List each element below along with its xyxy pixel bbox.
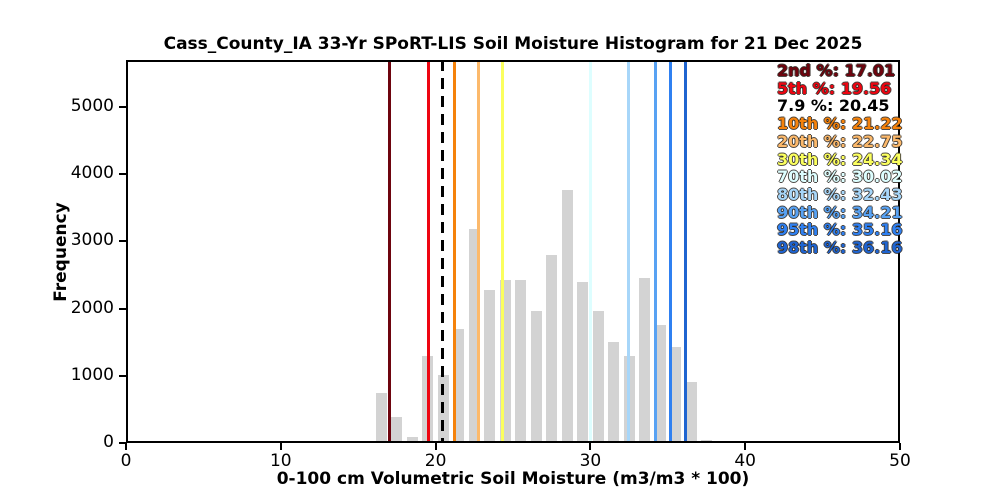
legend-entry-7.9: 7.9 %: 20.45 — [777, 96, 890, 116]
percentile-line-10th — [452, 60, 456, 443]
x-tick-label: 0 — [120, 451, 132, 471]
x-tick-mark — [434, 443, 437, 450]
histogram-bar — [577, 282, 589, 443]
histogram-bar — [654, 324, 666, 443]
legend-entry-98th: 98th %: 36.16 — [777, 238, 903, 258]
x-tick-label: 20 — [424, 451, 447, 471]
histogram-bar — [669, 347, 682, 443]
histogram-bar — [608, 341, 620, 443]
histogram-bar — [375, 393, 387, 443]
y-tick-mark — [119, 307, 126, 310]
histogram-bar — [700, 439, 713, 443]
x-tick-mark — [125, 443, 127, 450]
x-tick-mark — [279, 443, 282, 450]
x-tick-label: 10 — [269, 451, 292, 471]
x-tick-mark — [899, 443, 901, 450]
plot-area — [126, 60, 900, 443]
legend-entry-2nd: 2nd %: 17.01 — [777, 61, 896, 80]
legend-entry-80th: 80th %: 32.43 — [777, 184, 903, 204]
y-tick-label: 1000 — [70, 364, 114, 385]
legend-entry-90th: 90th %: 34.21 — [777, 202, 903, 222]
legend-entry-70th: 70th %: 30.02 — [777, 167, 903, 187]
histogram-bar — [406, 436, 418, 443]
y-tick-mark — [119, 173, 126, 176]
legend-entry-95th: 95th %: 35.16 — [777, 220, 903, 240]
histogram-bar — [592, 310, 604, 443]
x-axis-label: 0-100 cm Volumetric Soil Moisture (m3/m3… — [276, 469, 750, 489]
y-tick-label: 0 — [103, 432, 114, 452]
percentile-line-30th — [501, 60, 505, 443]
x-tick-mark — [589, 443, 592, 450]
legend-entry-20th: 20th %: 22.75 — [777, 131, 903, 151]
percentile-line-80th — [626, 60, 630, 443]
x-tick-label: 30 — [579, 451, 602, 471]
histogram-bar — [561, 189, 573, 443]
percentile-line-95th — [668, 60, 672, 443]
percentile-line-90th — [654, 60, 658, 443]
percentile-line-98th — [684, 60, 688, 443]
histogram-bar — [484, 289, 496, 443]
histogram-bar — [685, 382, 697, 443]
y-tick-mark — [119, 374, 126, 377]
percentile-line-7.9 — [440, 60, 445, 443]
percentile-line-2nd — [387, 60, 391, 443]
histogram-bar — [530, 310, 542, 443]
histogram-bar — [515, 279, 527, 443]
histogram-bar — [468, 228, 480, 443]
x-tick-label: 50 — [889, 451, 911, 471]
histogram-bar — [546, 254, 558, 443]
histogram-bar — [453, 329, 465, 443]
y-tick-label: 4000 — [70, 163, 114, 184]
percentile-line-20th — [476, 60, 480, 443]
chart-title: Cass_County_IA 33-Yr SPoRT-LIS Soil Mois… — [163, 34, 863, 54]
y-tick-label: 2000 — [70, 297, 114, 318]
y-tick-label: 5000 — [70, 96, 114, 117]
percentile-line-5th — [427, 60, 431, 443]
percentile-line-70th — [589, 60, 593, 443]
histogram-bar — [639, 278, 651, 443]
histogram-bar — [391, 416, 403, 443]
y-tick-mark — [119, 106, 126, 109]
legend-entry-30th: 30th %: 24.34 — [777, 149, 903, 169]
y-tick-mark — [119, 240, 126, 243]
legend-entry-5th: 5th %: 19.56 — [777, 78, 892, 98]
percentile-legend: 2nd %: 17.01 5th %: 19.56 7.9 %: 20.45 10th… — [777, 62, 902, 257]
histogram-bar — [499, 279, 511, 443]
y-tick-mark — [119, 442, 126, 444]
y-tick-label: 3000 — [70, 230, 114, 251]
x-tick-label: 40 — [734, 451, 756, 471]
x-tick-mark — [744, 443, 747, 450]
legend-entry-10th: 10th %: 21.22 — [777, 114, 903, 134]
